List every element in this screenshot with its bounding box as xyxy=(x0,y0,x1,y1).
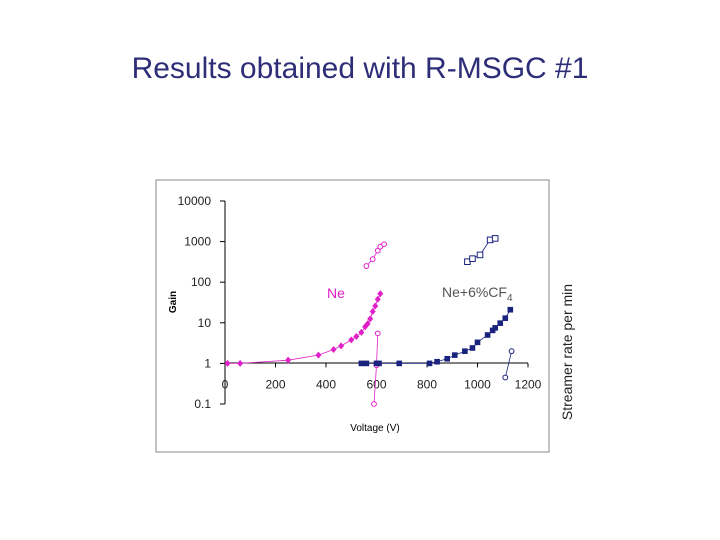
data-point xyxy=(371,401,377,407)
data-point xyxy=(367,315,374,323)
y-axis-title: Gain xyxy=(168,291,179,313)
data-point xyxy=(507,306,514,313)
x-tick-label: 400 xyxy=(316,377,336,391)
data-point xyxy=(462,348,468,354)
data-point xyxy=(484,332,491,338)
data-point xyxy=(444,355,450,362)
annotation-ne: Ne xyxy=(327,285,345,301)
data-point xyxy=(237,359,244,367)
data-point xyxy=(426,360,433,367)
data-point xyxy=(381,241,387,248)
data-point xyxy=(338,342,345,350)
data-point xyxy=(376,360,382,367)
data-point xyxy=(363,360,370,367)
data-point xyxy=(353,332,360,340)
slide-title: Results obtained with R-MSGC #1 xyxy=(131,52,589,85)
data-point xyxy=(369,256,376,263)
right-axis-title: Streamer rate per min xyxy=(559,284,575,420)
data-point xyxy=(434,358,440,365)
data-point xyxy=(476,251,484,259)
data-point xyxy=(224,359,231,367)
x-tick-label: 200 xyxy=(265,377,285,391)
y-tick-label: 100 xyxy=(191,275,211,289)
data-point xyxy=(363,263,370,269)
data-point xyxy=(474,339,481,346)
data-point xyxy=(502,315,509,321)
y-tick-label: 10 xyxy=(198,316,212,330)
x-axis-title: Voltage (V) xyxy=(350,423,399,434)
data-point xyxy=(358,360,365,367)
y-tick-label: 10000 xyxy=(178,194,212,208)
data-point xyxy=(396,360,403,367)
data-point xyxy=(469,255,476,262)
y-tick-label: 1 xyxy=(204,356,211,370)
data-point xyxy=(372,302,379,310)
data-point xyxy=(497,320,504,326)
x-tick-label: 600 xyxy=(366,377,386,391)
y-ticks: 0.1 1 10 100 1000 10000 xyxy=(178,194,225,411)
data-point xyxy=(369,307,376,315)
series-layer xyxy=(224,235,515,407)
data-point xyxy=(285,356,292,364)
data-point xyxy=(315,351,322,359)
y-tick-label: 1000 xyxy=(184,235,211,249)
x-tick-label: 1200 xyxy=(515,377,542,391)
data-point xyxy=(491,235,499,242)
data-point xyxy=(358,328,365,336)
data-point xyxy=(469,345,476,351)
data-point xyxy=(330,345,337,353)
data-point xyxy=(492,325,498,331)
data-point xyxy=(374,330,381,337)
data-point xyxy=(451,352,458,358)
data-point xyxy=(508,348,515,355)
x-ticks: 0 200 400 600 800 1000 1200 xyxy=(222,363,542,391)
series-line xyxy=(227,293,381,364)
data-point xyxy=(374,295,381,303)
annotation-ne-cf4: Ne+6%CF4 xyxy=(442,284,513,304)
y-tick-label: 0.1 xyxy=(194,397,211,411)
x-tick-label: 800 xyxy=(417,377,437,391)
data-point xyxy=(502,374,509,381)
data-point xyxy=(374,247,381,254)
x-tick-label: 0 xyxy=(222,377,229,391)
data-point xyxy=(377,290,384,298)
chart-frame xyxy=(155,179,550,453)
data-point xyxy=(364,320,371,328)
series-line xyxy=(504,351,512,378)
x-tick-label: 1000 xyxy=(464,377,491,391)
data-point xyxy=(348,336,355,344)
